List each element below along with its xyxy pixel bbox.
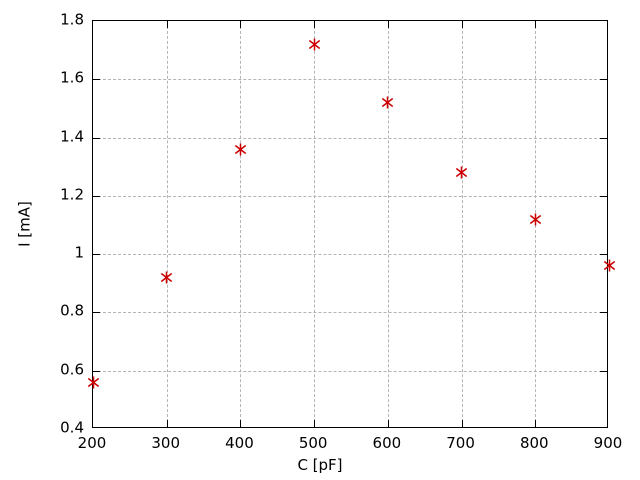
y-axis-tick-label: 1 <box>74 243 84 262</box>
gridline-vertical <box>461 21 463 427</box>
x-axis-tick <box>387 420 389 427</box>
y-axis-title: I [mA] <box>15 201 34 247</box>
gridline-vertical <box>240 21 242 427</box>
plot-area <box>87 20 615 428</box>
gridline-horizontal <box>93 312 607 314</box>
x-axis-tick <box>461 420 463 427</box>
x-axis-tick-label: 900 <box>593 434 623 452</box>
y-axis-tick-labels: 0.4 0.6 0.8 1 1.2 1.4 1.6 1.8 <box>0 0 84 480</box>
gridline-horizontal <box>93 137 607 139</box>
y-axis-tick <box>600 79 607 81</box>
y-axis-tick <box>600 137 607 139</box>
x-axis-tick-label: 300 <box>151 434 181 452</box>
y-axis-tick-label: 1.4 <box>60 127 84 146</box>
x-axis-tick-label: 800 <box>519 434 549 452</box>
x-axis-title: C [pF] <box>297 456 343 474</box>
gridline-vertical <box>314 21 316 427</box>
gridline-vertical <box>535 21 537 427</box>
y-axis-tick <box>93 79 100 81</box>
y-axis-tick <box>93 312 100 314</box>
x-axis-tick <box>314 21 316 28</box>
y-axis-tick-label: 1.2 <box>60 185 84 204</box>
x-axis-tick <box>240 420 242 427</box>
x-axis-tick-labels: 200 300 400 500 600 700 800 900 <box>0 436 640 456</box>
y-axis-tick <box>93 137 100 139</box>
y-axis-tick <box>600 312 607 314</box>
x-axis-tick <box>166 420 168 427</box>
y-axis-tick-label: 1.6 <box>60 68 84 87</box>
gridline-horizontal <box>93 79 607 81</box>
y-axis-tick <box>93 195 100 197</box>
x-axis-tick-label: 400 <box>225 434 254 452</box>
y-axis-tick-label: 0.8 <box>60 301 84 320</box>
y-axis-tick <box>93 254 100 256</box>
x-axis-tick-label: 600 <box>372 434 402 452</box>
y-axis-tick <box>600 254 607 256</box>
x-axis-tick <box>535 420 537 427</box>
gridline-vertical <box>387 21 389 427</box>
x-axis-tick <box>535 21 537 28</box>
gridline-horizontal <box>93 254 607 256</box>
x-axis-tick <box>461 21 463 28</box>
y-axis-tick-label: 0.4 <box>60 418 84 437</box>
x-axis-tick-label: 500 <box>298 434 328 452</box>
gridline-horizontal <box>93 370 607 372</box>
x-axis-tick <box>166 21 168 28</box>
data-point-marker <box>603 259 616 272</box>
y-axis-tick <box>93 370 100 372</box>
gridline-horizontal <box>93 195 607 197</box>
data-point-marker <box>87 376 100 389</box>
y-axis-tick <box>600 195 607 197</box>
x-axis-tick <box>387 21 389 28</box>
y-axis-tick-label: 0.6 <box>60 360 84 379</box>
x-axis-tick <box>240 21 242 28</box>
x-axis-tick <box>314 420 316 427</box>
y-axis-tick-label: 1.8 <box>60 10 84 29</box>
x-axis-tick-label: 200 <box>77 434 107 452</box>
x-axis-tick-label: 700 <box>446 434 475 452</box>
gridline-vertical <box>166 21 168 427</box>
y-axis-tick <box>600 370 607 372</box>
